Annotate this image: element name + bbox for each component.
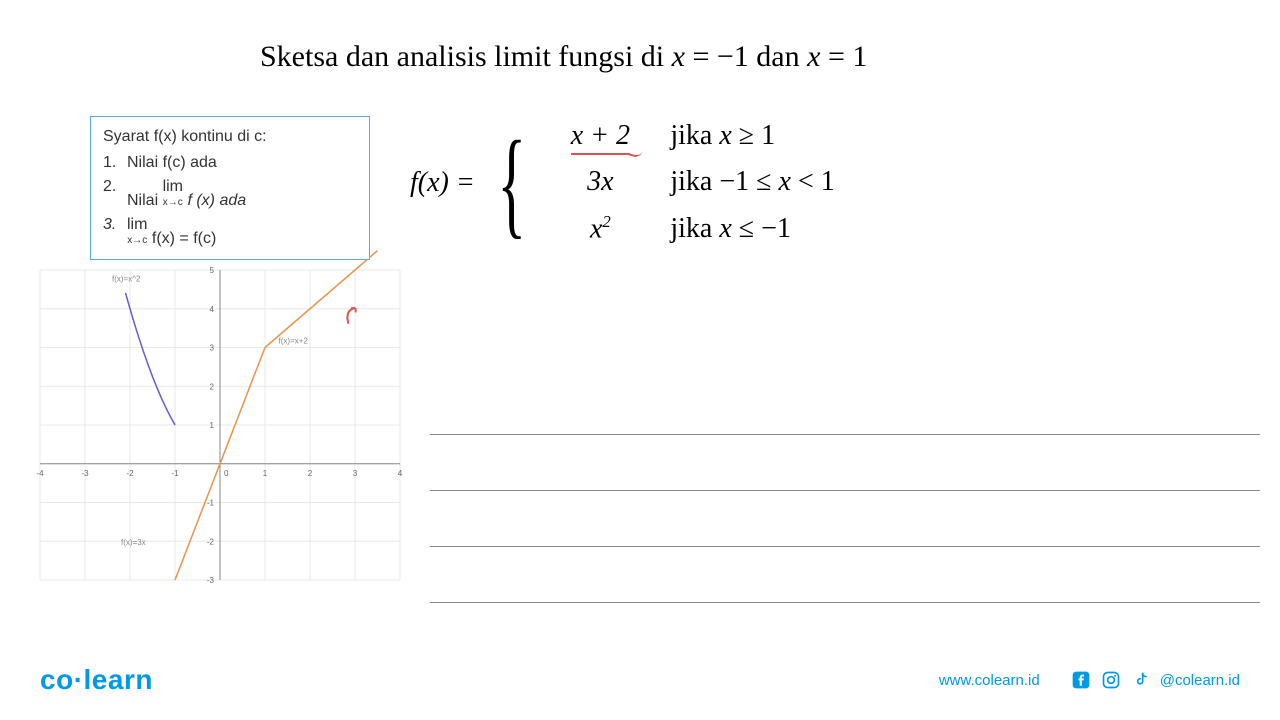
- footer-handle: @colearn.id: [1160, 672, 1240, 689]
- cond2-lim-sub: x→c: [163, 195, 183, 210]
- pw1-cond-rest: ≥ 1: [732, 120, 775, 151]
- pw3-cond-rest: ≤ −1: [732, 213, 791, 244]
- pw1-expr: x + 2: [571, 120, 630, 155]
- pw2-expr: 3x: [550, 166, 650, 198]
- cond-text-2: Nilai limx→c f (x) ada: [127, 175, 246, 213]
- pw1-cond: jika x ≥ 1: [670, 120, 775, 152]
- svg-text:3: 3: [210, 344, 215, 353]
- footer-url: www.colearn.id: [939, 672, 1040, 689]
- tiktok-icon: [1130, 669, 1152, 691]
- svg-text:f(x)=3x: f(x)=3x: [121, 538, 146, 547]
- title-text-1: Sketsa dan analisis limit fungsi di: [260, 40, 672, 73]
- cond2-lim: limx→c: [163, 175, 183, 210]
- piecewise-rows: x + 2 jika x ≥ 1 3x jika −1 ≤ x < 1 x2 j…: [550, 120, 834, 245]
- svg-text:-3: -3: [207, 576, 215, 585]
- answer-line: [430, 553, 1260, 603]
- svg-text:-2: -2: [126, 469, 134, 478]
- svg-text:-4: -4: [36, 469, 44, 478]
- piecewise-row-1: x + 2 jika x ≥ 1: [550, 120, 834, 152]
- page-title: Sketsa dan analisis limit fungsi di x = …: [260, 40, 867, 74]
- svg-text:5: 5: [210, 266, 215, 275]
- pw1-expr-wrap: x + 2: [550, 120, 650, 152]
- cond-num-3: 3.: [103, 213, 127, 251]
- svg-text:4: 4: [398, 469, 403, 478]
- svg-text:f(x)=x+2: f(x)=x+2: [279, 337, 309, 346]
- cond3-lim-sub: x→c: [127, 233, 147, 248]
- pw1-cond-pre: jika: [670, 120, 719, 151]
- answer-line: [430, 497, 1260, 547]
- pw1-cond-var: x: [719, 120, 731, 151]
- cond3-lim: limx→c: [127, 213, 147, 248]
- title-eq1: = −1 dan: [685, 40, 807, 73]
- svg-text:0: 0: [224, 469, 229, 478]
- condition-row-3: 3. limx→c f(x) = f(c): [103, 213, 357, 251]
- answer-lines: [430, 385, 1260, 609]
- cond3-lim-label: lim: [127, 216, 147, 233]
- piecewise-row-2: 3x jika −1 ≤ x < 1: [550, 166, 834, 198]
- footer: co·learn www.colearn.id @colearn.id: [0, 664, 1280, 696]
- cond2-lim-label: lim: [163, 178, 183, 195]
- svg-text:-1: -1: [207, 499, 215, 508]
- cond-num-1: 1.: [103, 151, 127, 175]
- piecewise-row-3: x2 jika x ≤ −1: [550, 212, 834, 245]
- conditions-title: Syarat f(x) kontinu di c:: [103, 125, 357, 149]
- pw3-expr: x2: [550, 212, 650, 245]
- cond-num-2: 2.: [103, 175, 127, 213]
- svg-text:3: 3: [353, 469, 358, 478]
- pw3-cond: jika x ≤ −1: [670, 213, 791, 245]
- svg-text:f(x)=x^2: f(x)=x^2: [112, 275, 141, 284]
- pw3-cond-pre: jika: [670, 213, 719, 244]
- title-x1: x: [672, 40, 685, 73]
- cond-text-3: limx→c f(x) = f(c): [127, 213, 216, 251]
- title-x2: x: [807, 40, 820, 73]
- svg-text:1: 1: [210, 421, 215, 430]
- svg-text:4: 4: [210, 305, 215, 314]
- cond3-eq: f(x) = f(c): [147, 230, 216, 247]
- facebook-icon: [1070, 669, 1092, 691]
- title-eq2: = 1: [820, 40, 867, 73]
- cond-text-1: Nilai f(c) ada: [127, 151, 217, 175]
- svg-text:-2: -2: [207, 537, 215, 546]
- instagram-icon: [1100, 669, 1122, 691]
- fx-label: f(x) =: [410, 167, 475, 199]
- pw2-cond-rest: < 1: [791, 166, 835, 197]
- footer-socials: @colearn.id: [1070, 669, 1240, 691]
- piecewise-function: f(x) = { x + 2 jika x ≥ 1 3x jika −1 ≤ x…: [410, 120, 835, 245]
- svg-text:-1: -1: [171, 469, 179, 478]
- logo: co·learn: [40, 664, 153, 696]
- answer-line: [430, 441, 1260, 491]
- svg-text:1: 1: [263, 469, 268, 478]
- condition-row-1: 1. Nilai f(c) ada: [103, 151, 357, 175]
- conditions-box: Syarat f(x) kontinu di c: 1. Nilai f(c) …: [90, 116, 370, 260]
- cond2-post: f (x) ada: [183, 192, 246, 209]
- svg-text:2: 2: [210, 382, 215, 391]
- pw2-cond-pre: jika −1 ≤: [670, 166, 778, 197]
- pw2-cond: jika −1 ≤ x < 1: [670, 166, 834, 198]
- pw3-cond-var: x: [719, 213, 731, 244]
- big-brace: {: [497, 132, 526, 234]
- condition-row-2: 2. Nilai limx→c f (x) ada: [103, 175, 357, 213]
- svg-text:2: 2: [308, 469, 313, 478]
- cond2-pre: Nilai: [127, 192, 163, 209]
- svg-text:-3: -3: [81, 469, 89, 478]
- pw2-cond-var: x: [779, 166, 791, 197]
- answer-line: [430, 385, 1260, 435]
